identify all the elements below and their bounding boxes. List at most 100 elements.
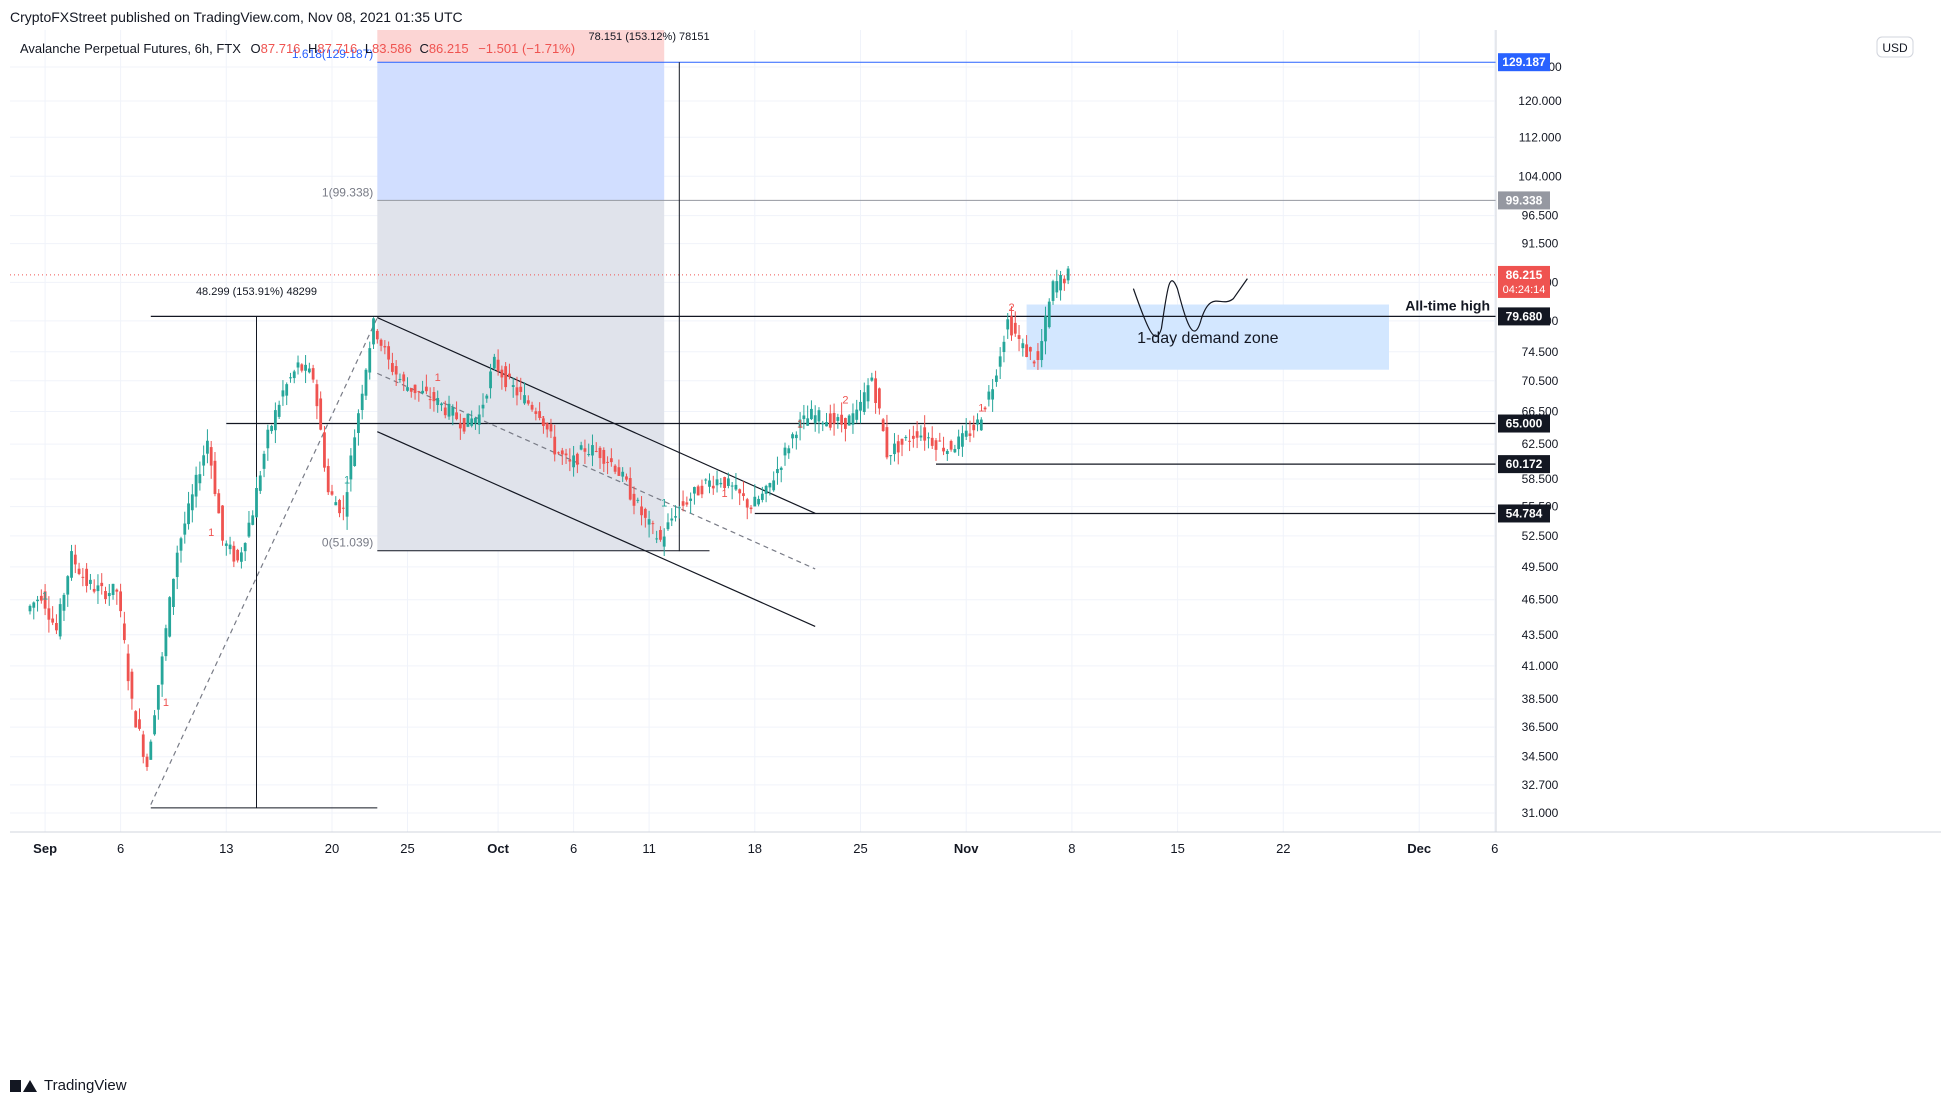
sequential-mark: 1 [344, 474, 350, 486]
candle-body [107, 592, 111, 597]
candle-body [341, 507, 345, 509]
currency-button-label: USD [1882, 41, 1908, 55]
legend-change: −1.501 (−1.71%) [478, 41, 575, 56]
candle-body [292, 371, 296, 379]
chart-annotations: 1.618(129.187) 1(99.338) 0(51.039) 1-day de… [42, 31, 1490, 709]
candle-body [115, 589, 119, 592]
fib-extension-upper-zone [377, 30, 665, 63]
candle-body [900, 438, 904, 445]
candle-body [323, 432, 326, 468]
candle-body [1040, 341, 1044, 361]
x-tick-label: 11 [642, 841, 656, 856]
candle-body [240, 552, 243, 562]
candle-body [953, 449, 957, 453]
candle-body [813, 415, 817, 424]
y-tick-label: 49.500 [1522, 560, 1559, 574]
x-tick-label: Sep [33, 841, 57, 856]
candle-body [689, 498, 693, 501]
x-tick-label: 6 [570, 841, 577, 856]
candle-body [496, 359, 500, 372]
candle-body [126, 653, 130, 682]
candle-body [81, 576, 85, 578]
tradingview-logo-icon [10, 1079, 37, 1093]
candle-body [938, 440, 942, 442]
candle-body [153, 715, 156, 735]
brand-name: TradingView [44, 1077, 127, 1094]
y-tick-label: 112.000 [1519, 130, 1562, 144]
candle-body [104, 590, 107, 600]
candle-body [968, 433, 972, 436]
sequential-mark: 1 [978, 403, 984, 415]
candle-body [995, 375, 998, 382]
sequential-mark: 1 [208, 527, 214, 539]
candle-body [594, 450, 598, 452]
candle-body [36, 599, 39, 602]
candle-body [787, 448, 791, 454]
x-tick-label: 13 [219, 841, 233, 856]
candle-body [360, 393, 364, 411]
candle-body [122, 623, 126, 641]
candle-body [481, 404, 485, 409]
candle-body [579, 445, 583, 450]
candle-body [934, 440, 938, 450]
candle-body [523, 395, 526, 404]
candle-body [542, 418, 545, 426]
level-price-tag-label: 54.784 [1506, 506, 1543, 520]
chart-legend: Avalanche Perpetual Futures, 6h, FTX O87… [20, 41, 575, 56]
candle-body [379, 339, 383, 346]
candle-body [1062, 278, 1066, 284]
candle-body [357, 413, 360, 433]
candle-body [828, 413, 832, 428]
x-tick-label: 18 [748, 841, 762, 856]
candle-body [270, 425, 273, 432]
legend-close-value: 86.215 [429, 41, 469, 56]
candle-body [961, 433, 964, 447]
candle-body [289, 377, 292, 379]
candle-body [349, 455, 353, 480]
candle-body [424, 386, 428, 392]
candle-body [560, 450, 564, 455]
candle-body [983, 407, 987, 410]
candle-body [817, 410, 821, 422]
level-price-tag [1498, 307, 1550, 326]
candle-body [711, 485, 715, 489]
candle-body [307, 368, 311, 373]
level-price-tag-label: 79.680 [1506, 309, 1543, 323]
candle-body [28, 605, 32, 612]
candle-body [832, 412, 836, 424]
chart-zones [377, 30, 1389, 551]
candle-body [617, 467, 621, 476]
y-tick-label: 96.500 [1522, 209, 1559, 223]
candle-body [300, 364, 304, 371]
candle-body [957, 436, 961, 450]
candle-body [206, 440, 209, 454]
x-tick-label: Nov [954, 841, 979, 856]
y-tick-label: 38.500 [1522, 692, 1559, 706]
candle-body [670, 518, 674, 521]
candle-body [802, 415, 806, 420]
candle-body [330, 491, 334, 495]
candle-body [987, 391, 991, 400]
candle-body [462, 418, 466, 432]
current-price-countdown: 04:24:14 [1503, 284, 1546, 296]
legend-open-value: 87.716 [261, 41, 301, 56]
candle-body [1055, 281, 1059, 293]
legend-low-label: L [365, 41, 372, 56]
candle-body [470, 418, 474, 426]
candle-body [96, 585, 100, 592]
candle-body [764, 485, 768, 494]
y-tick-label: 46.500 [1522, 593, 1559, 607]
candle-body [202, 455, 206, 466]
level-price-tag [1498, 414, 1550, 433]
chart-lines [10, 61, 1496, 809]
legend-high-label: H [308, 41, 317, 56]
candle-body [406, 387, 409, 391]
level-price-tag-label: 129.187 [1502, 55, 1546, 69]
x-tick-label: 22 [1276, 841, 1290, 856]
currency-button[interactable]: USD [1876, 36, 1914, 58]
candle-body [175, 552, 179, 578]
candle-body [991, 389, 995, 400]
candle-body [715, 479, 719, 486]
candle-body [387, 346, 391, 360]
